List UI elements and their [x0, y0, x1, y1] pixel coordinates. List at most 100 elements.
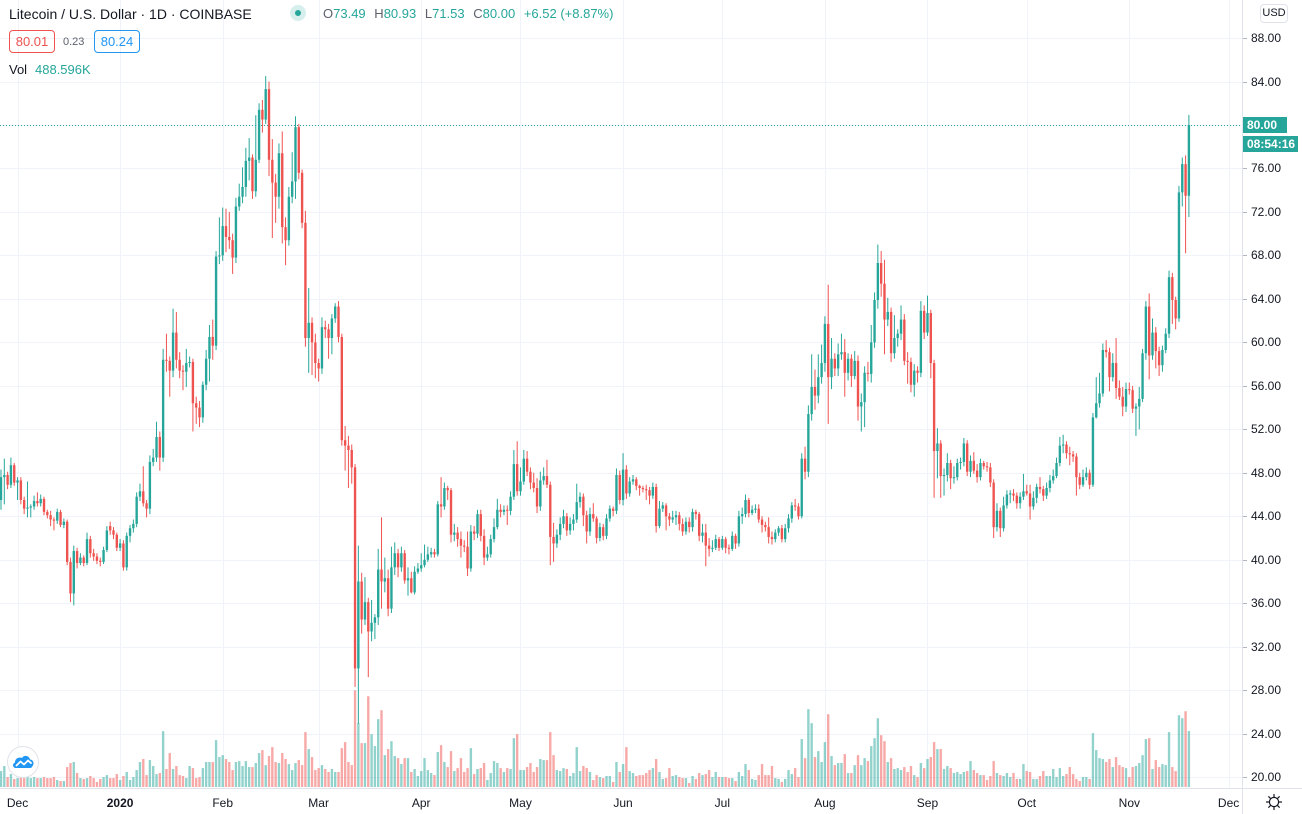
volume-bar [105, 775, 109, 787]
volume-bar [251, 767, 254, 787]
candle [764, 521, 767, 532]
volume-bar [602, 778, 605, 787]
candle [793, 498, 797, 511]
candle [853, 351, 856, 380]
candle [360, 572, 363, 634]
candle [479, 509, 482, 542]
candle [1187, 114, 1191, 218]
volume-bar [1177, 715, 1181, 787]
chart-plot-area[interactable] [0, 0, 1242, 788]
volume-bar [919, 763, 923, 787]
candle [1032, 491, 1035, 510]
candle [367, 597, 370, 678]
candle [390, 546, 393, 614]
volume-bar [605, 775, 608, 787]
volume-bar [1078, 781, 1081, 787]
volume-bar [1174, 771, 1177, 787]
candle [1177, 185, 1181, 322]
volume-bar [929, 757, 932, 787]
volume-bar [39, 778, 42, 787]
candle [774, 529, 777, 543]
volume-bar [754, 780, 757, 787]
candle [218, 217, 221, 265]
volume-bar [582, 766, 585, 787]
candle [688, 517, 691, 533]
tradingview-logo[interactable] [7, 746, 39, 778]
candle [767, 517, 770, 544]
candle [658, 501, 661, 529]
candle [946, 453, 949, 482]
candle [1045, 482, 1048, 499]
price-tick-mark [1243, 342, 1247, 343]
volume-bar [132, 777, 135, 787]
candle [565, 513, 569, 536]
volume-bar [247, 767, 251, 787]
candle [334, 303, 337, 323]
candle [102, 546, 105, 565]
volume-bar [572, 773, 575, 787]
volume-bar [1042, 771, 1045, 787]
candle [1114, 338, 1118, 399]
volume-bar [95, 781, 99, 787]
candle [204, 349, 208, 391]
volume-bar [324, 769, 327, 787]
price-scale[interactable]: 88.00 84.00 76.00 72.00 68.00 64.00 60.00 56.00… [1242, 0, 1302, 788]
candle [380, 517, 383, 609]
candle [82, 555, 85, 567]
volume-bar [82, 778, 85, 787]
time-axis[interactable]: Dec 2020 Feb Mar Apr May Jun Jul Aug Sep Oct Nov Dec [0, 788, 1242, 814]
candle [704, 523, 707, 567]
volume-bar [827, 714, 830, 787]
candle [231, 233, 234, 274]
volume-bar [168, 753, 171, 787]
price-tick-mark [1243, 603, 1247, 604]
volume-bar [1134, 766, 1138, 787]
volume-bar [896, 768, 899, 787]
price-tick-label: 76.00 [1251, 161, 1282, 176]
candle [982, 460, 985, 470]
candle [1164, 328, 1167, 354]
volume-bar [89, 775, 92, 787]
candle [112, 527, 115, 540]
volume-bar [284, 759, 287, 787]
symbol-title[interactable]: Litecoin / U.S. Dollar · 1D · COINBASE [9, 6, 252, 22]
currency-button[interactable]: USD [1260, 4, 1288, 23]
candle-series [0, 76, 1191, 724]
volume-bar [995, 773, 999, 787]
candle [185, 348, 188, 387]
volume-bar [542, 760, 545, 787]
volume-bar [797, 777, 800, 787]
candle [1121, 386, 1124, 417]
volume-bar [148, 760, 152, 787]
volume-bar [962, 771, 966, 787]
volume-bar [750, 778, 754, 787]
price-tick-label: 48.00 [1251, 465, 1282, 480]
candle [1181, 157, 1184, 207]
candle [843, 339, 846, 397]
candle [19, 477, 23, 505]
settings-gear-icon[interactable] [1265, 793, 1283, 811]
volume-bar [966, 771, 969, 787]
volume-bar [1141, 755, 1144, 787]
volume-bar [1048, 775, 1052, 787]
volume-bar [453, 771, 456, 787]
candle [724, 536, 727, 554]
volume-bar [1128, 777, 1131, 787]
candle [244, 147, 248, 197]
candle [72, 545, 75, 606]
volume-bar [281, 753, 284, 787]
candle [992, 479, 995, 539]
volume-bar [320, 765, 324, 787]
volume-bar [903, 767, 906, 787]
candle [787, 514, 790, 533]
candle [532, 472, 535, 493]
volume-bar [221, 755, 224, 787]
volume-bar [565, 769, 569, 787]
volume-bar [688, 782, 691, 787]
candle [555, 529, 559, 548]
candle [701, 523, 704, 543]
candle [651, 482, 655, 499]
volume-bar [777, 778, 780, 787]
candle [363, 577, 367, 625]
candle [916, 366, 919, 383]
